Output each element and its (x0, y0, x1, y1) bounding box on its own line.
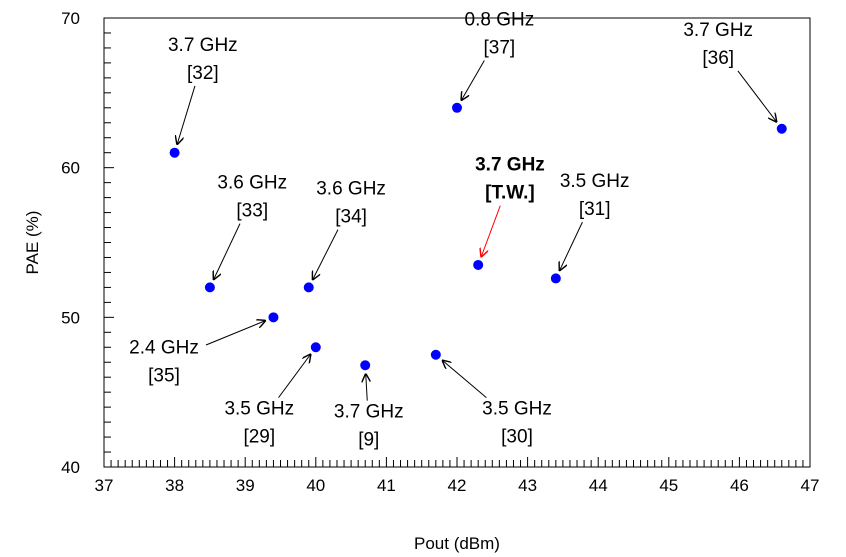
annotation-frequency: 3.5 GHz (224, 399, 294, 420)
annotation-frequency: 3.7 GHz (683, 20, 753, 41)
plot-axes: 37 38 39 40 41 42 43 44 45 46 47 40 50 60 70 Pout (dBm)… (23, 9, 819, 553)
annotation-arrow (313, 229, 339, 280)
annotation-reference: [T.W.] (485, 183, 535, 204)
annotation-reference: [30] (501, 427, 533, 448)
x-tick-label: 38 (165, 476, 184, 495)
annotation-frequency: 2.4 GHz (129, 337, 199, 358)
annotation-arrow (177, 85, 196, 144)
data-point (268, 312, 279, 323)
data-point (776, 123, 787, 134)
x-tick-label: 37 (95, 476, 114, 495)
annotation-frequency: 3.5 GHz (482, 399, 552, 420)
annotation-arrow (366, 374, 368, 401)
annotation-frequency: 3.6 GHz (316, 179, 386, 200)
data-point (473, 259, 484, 270)
y-axis-label: PAE (%) (23, 211, 42, 275)
data-point (169, 147, 180, 158)
annotation-reference: [36] (702, 48, 734, 69)
data-point (360, 360, 371, 371)
annotation-frequency: 3.7 GHz (168, 35, 238, 56)
x-tick-label: 44 (589, 476, 608, 495)
y-minor-ticks (104, 17, 114, 468)
data-point (204, 282, 215, 293)
x-axis-label: Pout (dBm) (414, 534, 500, 553)
annotation: 2.4 GHz [35] (129, 321, 265, 386)
annotation-reference: [34] (335, 207, 367, 228)
y-tick-label: 40 (61, 458, 80, 477)
annotation: 3.7 GHz [T.W.] (475, 155, 545, 257)
data-point (452, 102, 462, 113)
annotation-arrow (481, 205, 501, 257)
annotation-frequency: 3.5 GHz (560, 171, 630, 192)
annotation-arrow (214, 223, 241, 280)
x-tick-label: 46 (730, 476, 749, 495)
annotation-arrow (205, 321, 265, 346)
annotation-reference: [37] (484, 37, 516, 58)
annotation-reference: [29] (243, 427, 275, 448)
annotation-frequency: 3.7 GHz (334, 402, 404, 423)
annotation-reference: [32] (187, 63, 219, 84)
y-tick-label: 50 (61, 308, 80, 327)
annotation: 3.5 GHz [29] (224, 355, 310, 448)
annotation-arrow (278, 355, 311, 398)
annotation: 3.7 GHz [32] (168, 35, 238, 144)
annotation-reference: [9] (358, 430, 379, 451)
annotation-reference: [35] (148, 365, 180, 386)
annotation-arrow (737, 70, 776, 122)
x-tick-label: 40 (306, 476, 325, 495)
x-tick-label: 47 (801, 476, 820, 495)
x-tick-label: 42 (448, 476, 467, 495)
x-tick-label: 45 (659, 476, 678, 495)
data-points (169, 102, 787, 371)
annotation: 0.8 GHz [37] (462, 9, 535, 100)
annotations: 3.7 GHz [32] 0.8 GHz [37] 3.7 GHz [36] 3.6 GHz… (129, 9, 776, 451)
annotation: 3.7 GHz [36] (683, 20, 776, 122)
annotation-arrow (443, 361, 487, 398)
annotation-arrow (462, 60, 485, 100)
x-minor-ticks (103, 457, 811, 467)
x-tick-label: 39 (236, 476, 255, 495)
annotation-reference: [33] (236, 201, 268, 222)
annotation-arrow (560, 221, 583, 270)
annotation-reference: [31] (579, 199, 611, 220)
x-tick-label: 41 (377, 476, 396, 495)
data-point (310, 342, 321, 353)
data-point (550, 273, 561, 284)
annotation-frequency: 3.7 GHz (475, 155, 545, 176)
annotation: 3.5 GHz [31] (560, 171, 630, 270)
y-tick-label: 70 (61, 9, 80, 28)
y-tick-label: 60 (61, 159, 80, 178)
annotation: 3.7 GHz [9] (334, 374, 404, 451)
plot-frame (103, 17, 811, 468)
data-point (430, 349, 441, 360)
annotation-frequency: 0.8 GHz (465, 9, 535, 30)
annotation: 3.5 GHz [30] (443, 361, 552, 448)
data-point (303, 282, 314, 293)
annotation: 3.6 GHz [33] (214, 173, 287, 280)
annotation-frequency: 3.6 GHz (217, 173, 287, 194)
x-tick-label: 43 (518, 476, 537, 495)
annotation: 3.6 GHz [34] (313, 179, 386, 280)
